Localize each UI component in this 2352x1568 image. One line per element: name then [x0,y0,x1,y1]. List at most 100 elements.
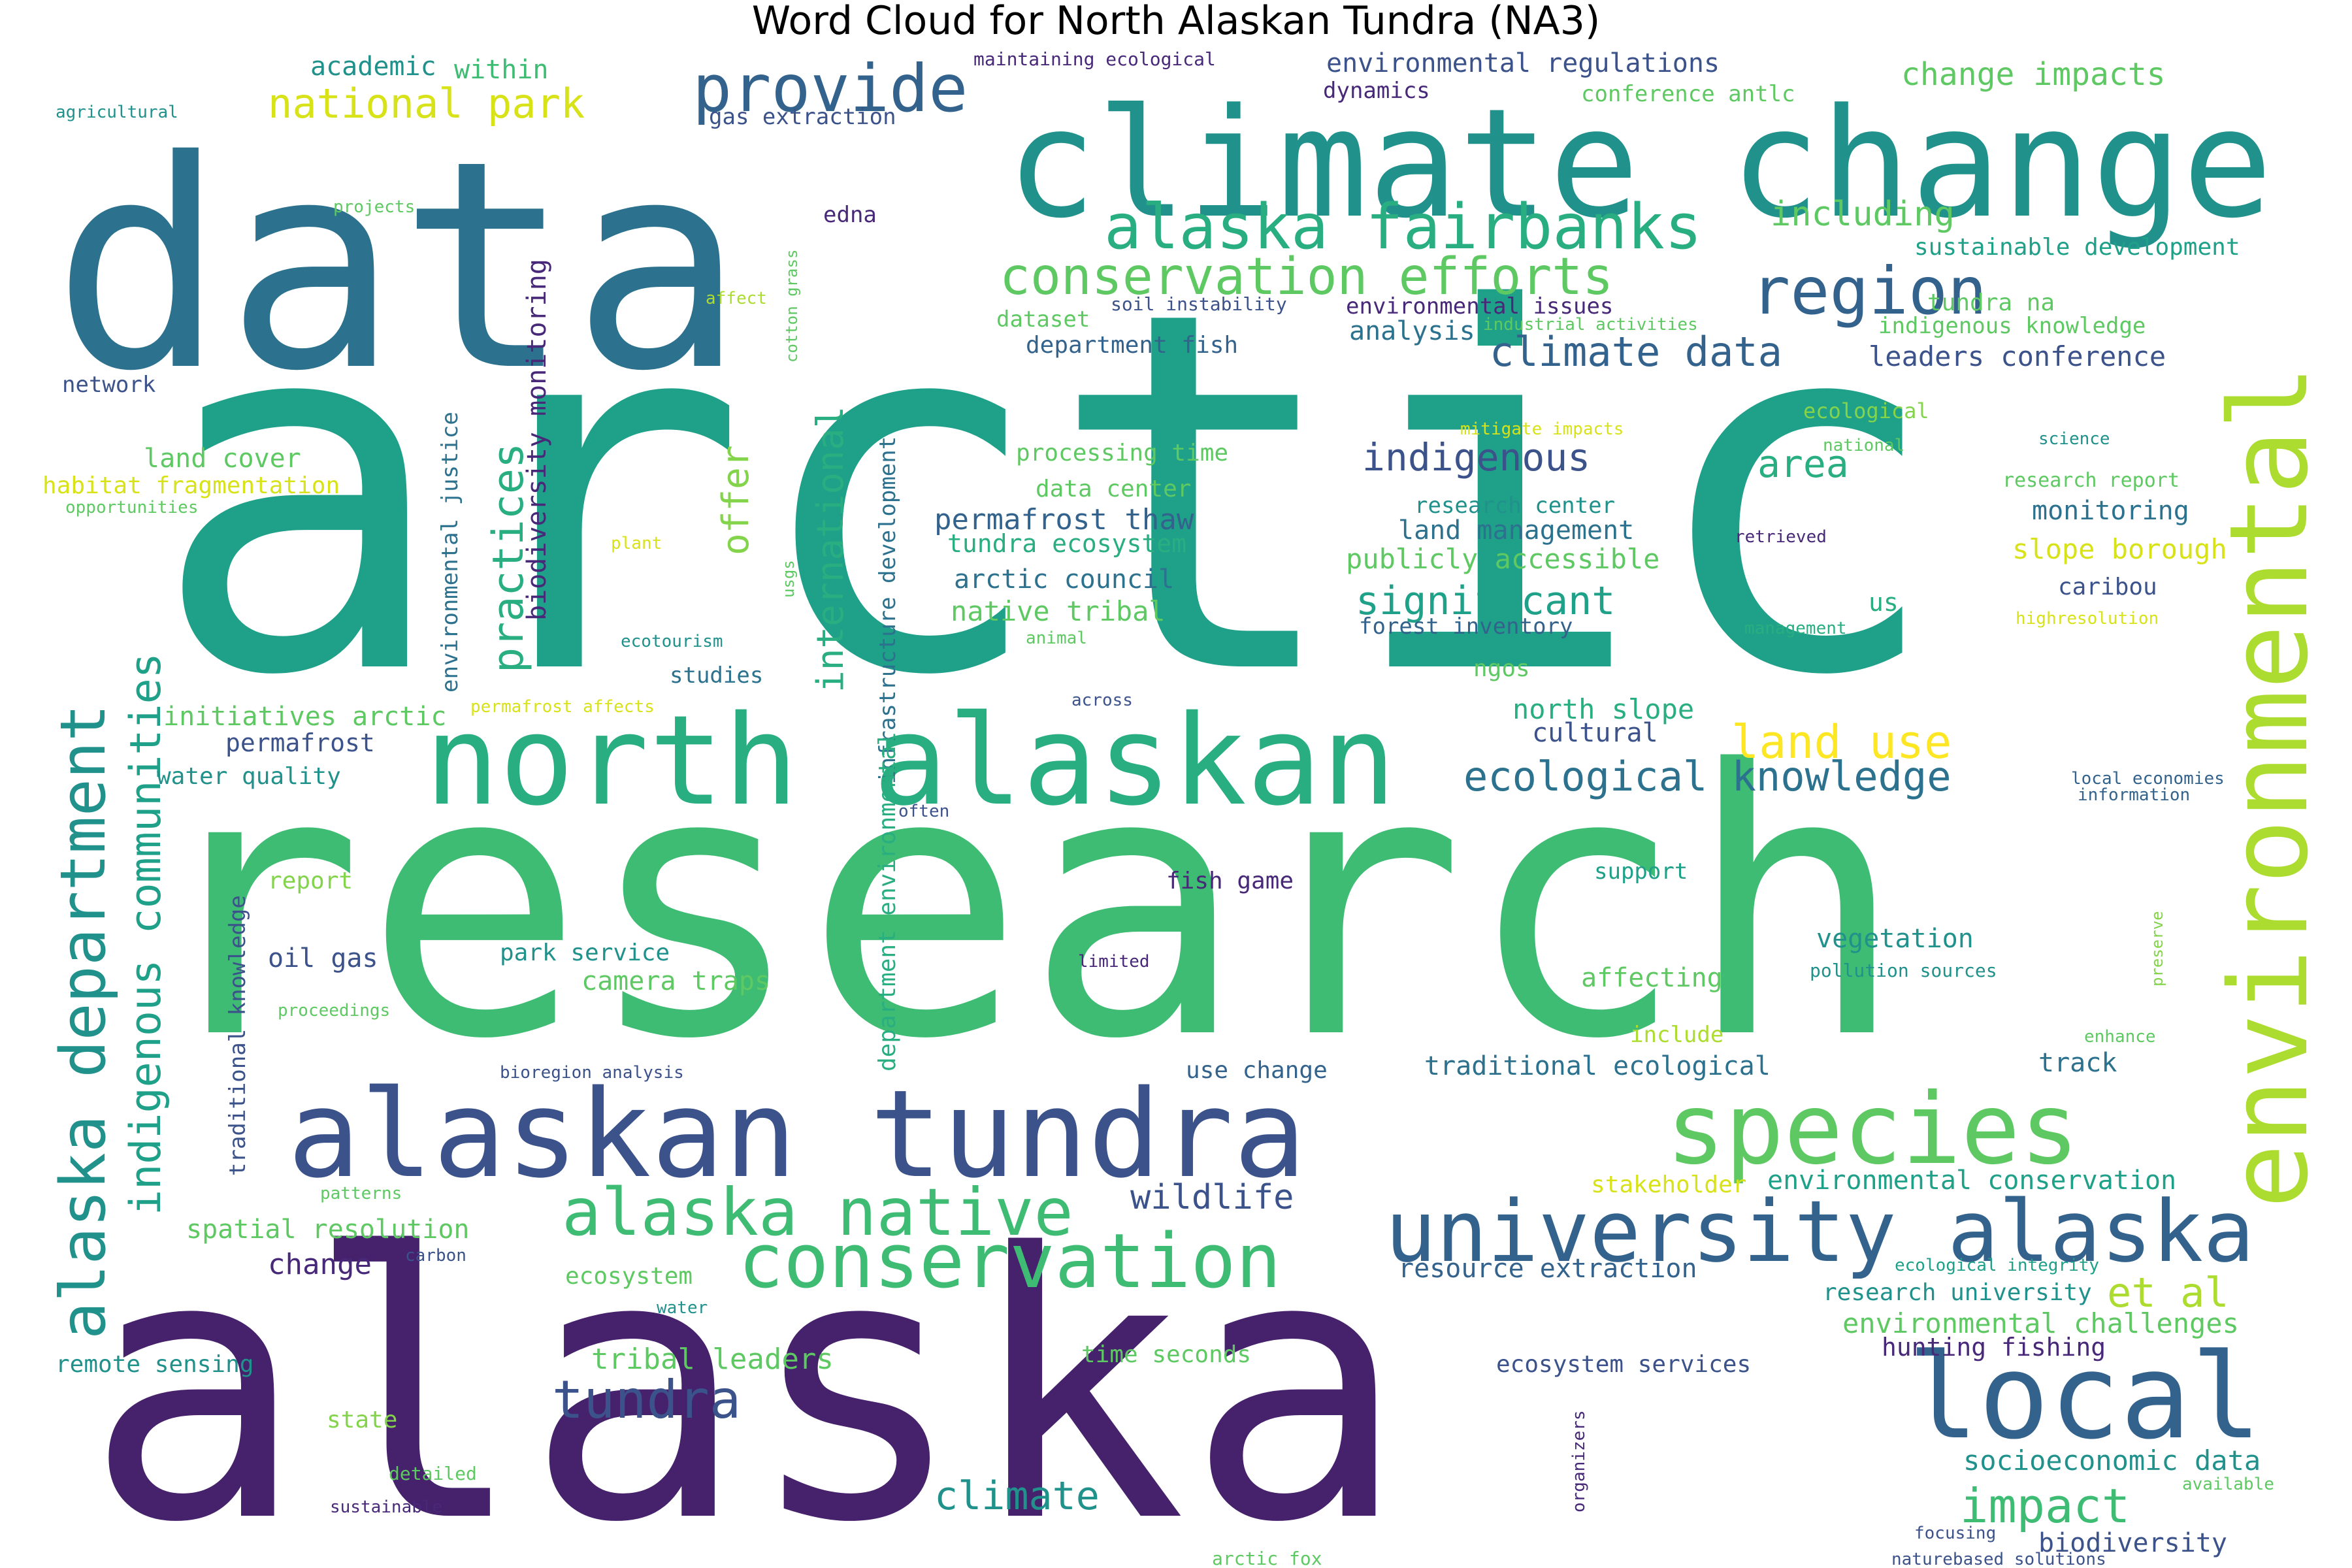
word-stakeholder: stakeholder [1591,1171,1746,1198]
word-environmental: environmental [2206,365,2332,1209]
word-alaska-department: alaska department [48,704,120,1339]
word-agricultural: agricultural [56,103,178,122]
word-ecosystem: ecosystem [565,1263,693,1290]
word-land-management: land management [1398,515,1634,546]
word-climate: climate [934,1473,1100,1519]
word-arctic: arctic [150,206,1944,784]
word-cotton-grass: cotton grass [783,250,801,363]
word-support: support [1594,858,1688,885]
word-forest-inventory: forest inventory [1359,613,1573,640]
word-environmental-justice: environmental justice [437,412,463,693]
word-ecosystem-services: ecosystem services [1496,1351,1751,1378]
word-plant: plant [611,534,662,553]
word-environmental-issues: environmental issues [1346,293,1613,319]
word-across: across [1071,691,1133,710]
word-environmental-conservation: environmental conservation [1767,1166,2176,1196]
word-use-change: use change [1186,1057,1328,1084]
word-within: within [454,55,549,85]
word-research-report: research report [2002,469,2180,492]
word-resource-extraction: resource extraction [1398,1254,1697,1284]
word-tribal-leaders: tribal leaders [591,1343,834,1376]
word-information: information [2078,785,2190,805]
word-gas-extraction: gas extraction [709,104,896,130]
word-retrieved: retrieved [1735,527,1827,547]
word-local: local [1908,1329,2262,1465]
word-species: species [1666,1073,2079,1186]
word-conservation-efforts: conservation efforts [1000,248,1613,306]
word-naturebased-solutions: naturebased solutions [1891,1550,2106,1568]
word-affecting: affecting [1581,963,1723,993]
word-data: data [52,99,745,434]
word-sustainable-development: sustainable development [1914,234,2240,261]
word-significant: significant [1356,578,1615,624]
word-permafrost: permafrost [225,728,375,757]
word-focusing: focusing [1914,1524,1996,1543]
word-environmental-regulations: environmental regulations [1326,48,1720,78]
word-initiatives-arctic: initiatives arctic [163,702,446,732]
word-time-seconds: time seconds [1081,1341,1251,1368]
word-organizers: organizers [1569,1410,1589,1512]
word-native-tribal: native tribal [951,595,1166,627]
word-indigenous: indigenous [1362,435,1590,480]
word-environmental-challenges: environmental challenges [1842,1307,2239,1339]
word-alaska-fairbanks: alaska fairbanks [1104,191,1702,263]
word-proceedings: proceedings [278,1001,390,1021]
word-provide: provide [693,50,968,127]
word-caribou: caribou [2058,574,2157,600]
word-offer: offer [715,445,757,555]
word-university-alaska: university alaska [1385,1182,2255,1281]
word-science: science [2038,429,2110,449]
word-data-center: data center [1036,476,1191,502]
word-publicly-accessible: publicly accessible [1346,543,1659,575]
word-dynamics: dynamics [1323,78,1430,104]
word-dataset: dataset [996,306,1090,333]
word-processing-time: processing time [1016,440,1228,466]
word-alaskan-tundra: alaskan tundra [287,1064,1306,1205]
word-alaska-native: alaska native [562,1174,1073,1250]
word-national-park: national park [268,80,585,127]
word-animal: animal [1026,629,1087,648]
word-land-use: land use [1731,715,1952,769]
word-water-quality: water quality [157,763,341,790]
word-practices: practices [484,443,533,673]
word-remote-sensing: remote sensing [56,1351,253,1378]
word-tundra-ecosystem: tundra ecosystem [947,529,1186,558]
word-academic: academic [310,52,436,82]
word-climate-change: climate change [1006,77,2273,252]
word-include: include [1630,1022,1723,1048]
word-department-environmental: department environmental [874,732,901,1071]
word-analysis: analysis [1349,316,1475,346]
word-hunting-fishing: hunting fishing [1882,1333,2106,1362]
word-vegetation: vegetation [1816,924,1974,954]
word-infrastructure-development: infrastructure development [875,436,901,784]
word-alaska: alaska [85,1177,1407,1568]
word-bioregion-analysis: bioregion analysis [500,1063,684,1083]
word-conference-antlc: conference antlc [1581,81,1795,107]
word-socioeconomic-data: socioeconomic data [1963,1445,2261,1477]
word-wildlife: wildlife [1130,1178,1294,1217]
word-north-slope: north slope [1512,693,1694,725]
word-patterns: patterns [320,1184,402,1203]
word-mitigate-impacts: mitigate impacts [1460,419,1624,439]
word-studies: studies [670,662,763,689]
word-edna: edna [823,202,877,228]
word-state: state [327,1407,397,1433]
word-permafrost-thaw: permafrost thaw [934,503,1194,536]
word-including: including [1771,195,1955,234]
word-monitoring: monitoring [2032,496,2189,526]
word-cultural: cultural [1532,718,1658,748]
word-soil-instability: soil instability [1111,293,1287,315]
word-projects: projects [333,197,415,217]
word-national: national [1823,436,1904,455]
word-water: water [657,1298,708,1318]
word-habitat-fragmentation: habitat fragmentation [42,472,340,499]
word-tundra: tundra [552,1369,741,1430]
word-carbon: carbon [405,1246,466,1266]
word-et-al: et al [2107,1269,2229,1316]
word-ecotourism: ecotourism [621,632,723,651]
word-management: management [1744,619,1847,638]
word-track: track [2038,1048,2117,1078]
word-ecological-knowledge: ecological knowledge [1463,753,1952,800]
word-ngos: ngos [1473,655,1530,682]
